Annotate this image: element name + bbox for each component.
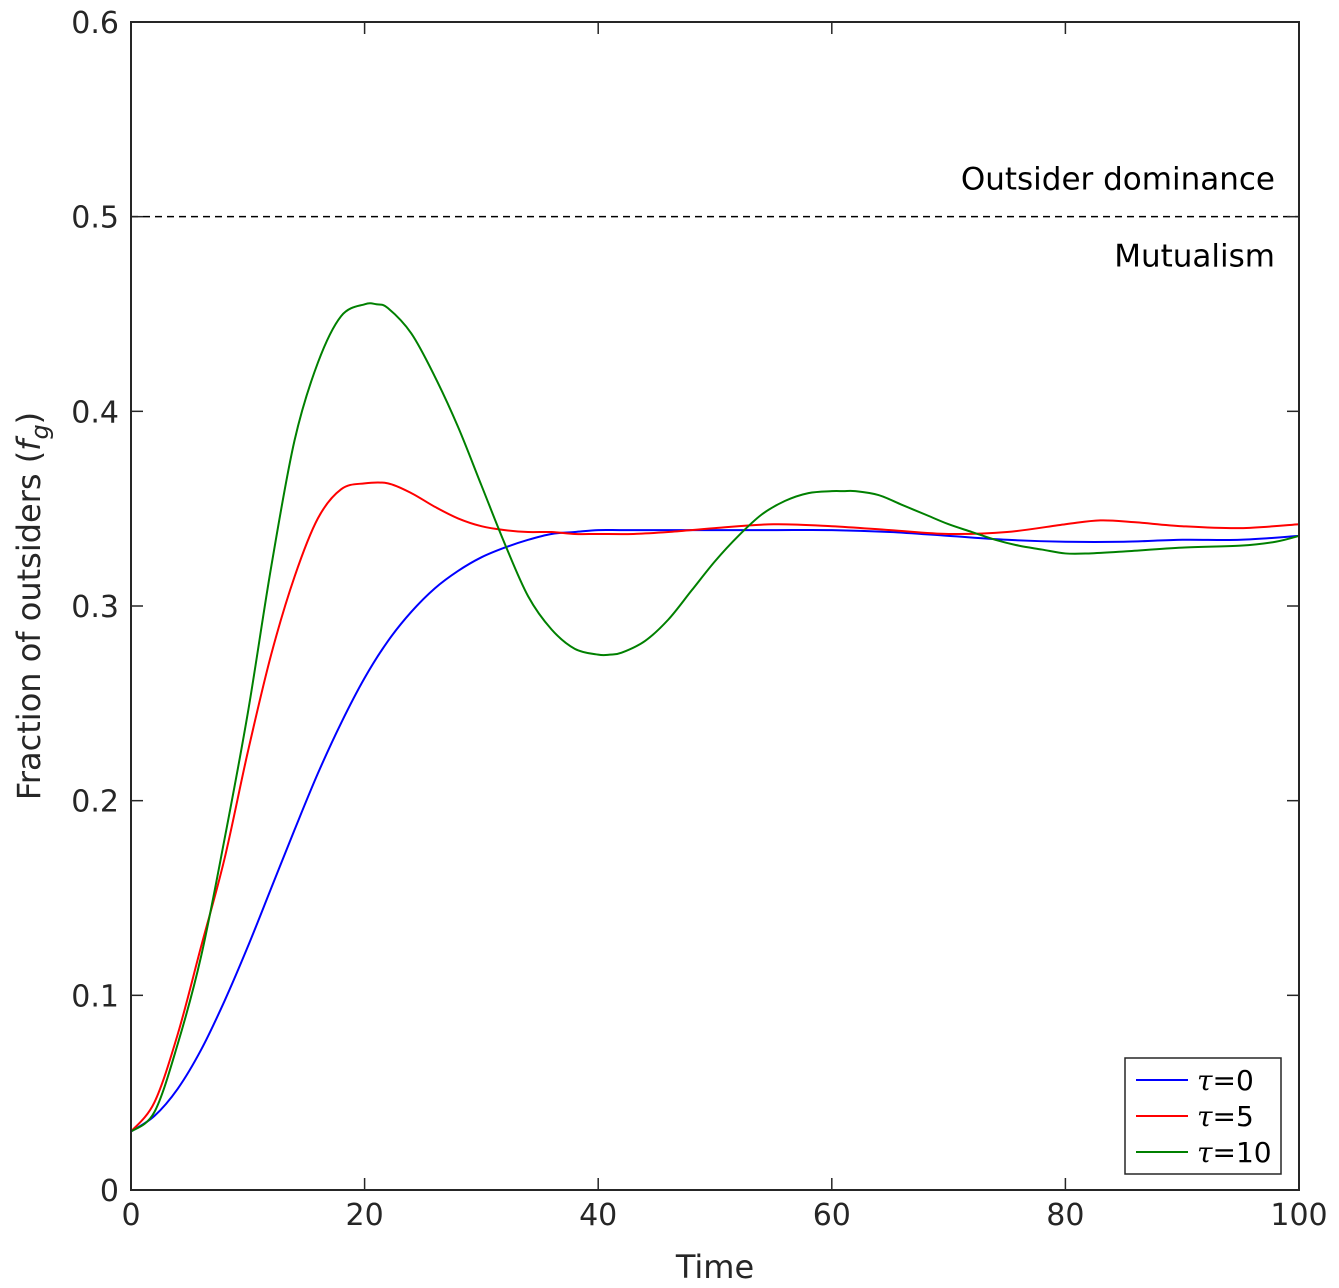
legend-items: τ=0τ=5τ=10 [1136, 1064, 1272, 1169]
x-axis-label: Time [675, 1248, 754, 1286]
axis-ticks [130, 21, 1300, 1191]
legend-label-symbol: τ [1197, 1136, 1213, 1169]
legend: τ=0τ=5τ=10 [1124, 1057, 1282, 1175]
y-tick-label: 0.3 [71, 590, 119, 625]
legend-label: τ=10 [1197, 1136, 1272, 1169]
series-line-tau-0 [130, 528, 1300, 1133]
axis-tick-labels: 0 20 40 60 80 100 0 0.1 0.2 0.3 0.4 0.5 0.6 [71, 6, 1327, 1233]
y-tick-label: 0 [100, 1174, 119, 1209]
x-tick-label: 60 [813, 1198, 851, 1233]
y-axis-label-close: ) [10, 412, 48, 424]
x-tick-label: 20 [346, 1198, 384, 1233]
y-tick-label: 0.5 [71, 201, 119, 236]
y-axis-label-subscript: g [26, 424, 54, 439]
series-line-tau-5 [130, 481, 1300, 1133]
annotation-outsider-dominance: Outsider dominance [961, 162, 1275, 198]
y-axis-label: Fraction of outsiders (fg) [10, 412, 54, 800]
y-tick-label: 0.2 [71, 785, 119, 820]
y-tick-label: 0.1 [71, 979, 119, 1014]
y-tick-label: 0.4 [71, 395, 119, 430]
series-line-tau-10 [130, 302, 1300, 1133]
x-tick-label: 100 [1270, 1198, 1327, 1233]
legend-label-value: =10 [1213, 1136, 1272, 1169]
legend-label-value: =0 [1213, 1064, 1254, 1097]
legend-label-symbol: τ [1197, 1064, 1213, 1097]
x-tick-label: 40 [579, 1198, 617, 1233]
x-tick-label: 80 [1046, 1198, 1084, 1233]
y-axis-label-text: Fraction of outsiders ( [10, 451, 48, 800]
legend-label-symbol: τ [1197, 1100, 1213, 1133]
y-tick-label: 0.6 [71, 6, 119, 41]
x-tick-label: 0 [121, 1198, 140, 1233]
annotation-mutualism: Mutualism [1114, 239, 1275, 275]
plot-lines [130, 302, 1300, 1133]
legend-label: τ=5 [1197, 1100, 1254, 1133]
legend-label-value: =5 [1213, 1100, 1254, 1133]
legend-label: τ=0 [1197, 1064, 1254, 1097]
